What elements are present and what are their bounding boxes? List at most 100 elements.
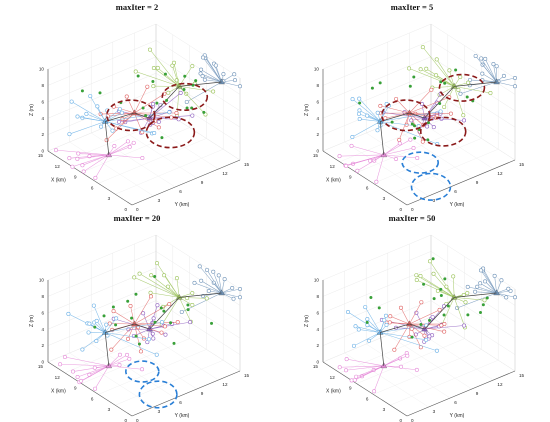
link-line: [358, 113, 381, 122]
relay-point: [165, 98, 169, 102]
link-line: [212, 271, 222, 294]
sensor-node: [344, 163, 349, 168]
sensor-node: [398, 305, 403, 310]
sensor-node: [467, 77, 472, 82]
sensor-node: [179, 309, 184, 314]
backbone-link: [454, 292, 497, 298]
y-tick-label: 15: [519, 162, 525, 167]
subplot-title: maxIter = 2: [116, 2, 158, 12]
link-line: [77, 154, 109, 160]
relay-point: [153, 320, 157, 324]
sensor-node: [66, 311, 71, 316]
sensor-node: [211, 269, 216, 274]
x-tick-label: 3: [108, 407, 111, 412]
backbone-link: [454, 81, 497, 87]
link-line: [199, 266, 222, 294]
link-line: [95, 154, 110, 179]
relay-point: [412, 124, 416, 128]
sensor-node: [204, 296, 209, 301]
relay-point: [428, 318, 432, 322]
link-line: [111, 323, 135, 350]
sensor-node: [365, 113, 370, 118]
link-line: [383, 147, 414, 156]
relay-point: [432, 297, 436, 301]
link-line: [482, 268, 497, 294]
link-line: [354, 365, 384, 381]
link-line: [178, 297, 192, 322]
backbone-link: [104, 121, 110, 155]
sensor-node: [190, 113, 195, 118]
relay-point: [390, 120, 394, 124]
link-line: [359, 118, 381, 122]
sensor-node: [197, 264, 202, 269]
sensor-node: [124, 94, 129, 99]
sensor-node: [462, 323, 467, 328]
sensor-node: [466, 80, 471, 85]
z-tick-label: 6: [316, 99, 319, 104]
link-line: [496, 288, 509, 294]
link-line: [100, 112, 135, 115]
sensor-node: [420, 139, 425, 144]
sensor-node: [491, 62, 496, 67]
relay-point: [426, 138, 430, 142]
cluster-head-marker: [218, 289, 225, 296]
sensor-node: [125, 352, 130, 357]
backbone-link: [134, 112, 150, 119]
backbone-link: [409, 112, 425, 119]
link-line: [77, 365, 109, 378]
link-line: [409, 112, 424, 142]
link-line: [424, 93, 441, 119]
sensor-node: [146, 337, 151, 342]
link-line: [139, 273, 180, 298]
link-line: [134, 93, 165, 114]
sensor-node: [151, 65, 156, 70]
sensor-node: [465, 284, 470, 289]
link-line: [339, 154, 384, 157]
y-axis-label: Y (km): [450, 202, 465, 208]
sensor-node: [95, 104, 100, 109]
y-tick-label: 9: [476, 180, 479, 185]
link-line: [339, 365, 384, 368]
sensor-node: [70, 164, 75, 169]
link-line: [176, 86, 180, 116]
sensor-node: [238, 295, 243, 300]
sensor-node: [174, 276, 179, 281]
y-tick-label: 6: [454, 189, 457, 194]
sensor-node: [387, 320, 392, 325]
sensor-node: [147, 47, 152, 52]
sensor-node: [414, 273, 419, 278]
sensor-node: [512, 76, 517, 81]
relay-point: [169, 321, 173, 325]
link-line: [358, 329, 381, 333]
relay-point: [377, 306, 381, 310]
link-line: [457, 292, 497, 309]
sensor-node: [71, 369, 76, 374]
sensor-node: [368, 158, 373, 163]
link-line: [200, 69, 222, 83]
link-line: [480, 58, 497, 83]
network: [337, 257, 517, 394]
sensor-node: [337, 365, 342, 370]
link-line: [151, 275, 180, 298]
sensor-node: [216, 273, 221, 278]
relay-point: [439, 293, 443, 297]
sensor-node: [93, 386, 98, 391]
sensor-node: [488, 91, 493, 96]
sensor-node: [494, 64, 499, 69]
network: [337, 45, 517, 184]
sensor-node: [148, 290, 153, 295]
sensor-node: [356, 111, 361, 116]
highlight-ellipse: [410, 172, 452, 201]
x-tick-label: 6: [366, 185, 369, 190]
y-tick-label: 15: [244, 162, 250, 167]
subplot-title: maxIter = 5: [391, 2, 433, 12]
relay-point: [114, 323, 118, 327]
link-line: [104, 318, 117, 333]
relay-point: [111, 305, 115, 309]
backbone-link: [134, 323, 150, 330]
sensor-node: [353, 324, 358, 329]
backbone-link: [380, 323, 410, 333]
sensor-node: [392, 347, 397, 352]
y-tick-label: 9: [201, 391, 204, 396]
